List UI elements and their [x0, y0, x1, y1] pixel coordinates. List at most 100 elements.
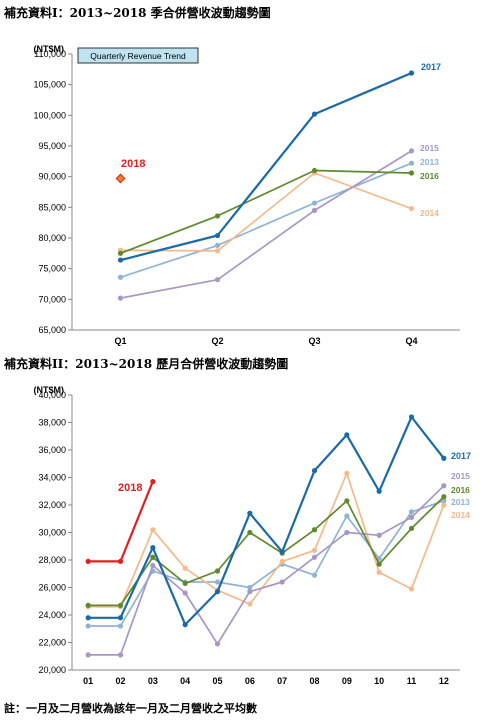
y-tick-label: 38,000: [38, 418, 66, 428]
data-point-2014: [247, 601, 253, 607]
series-2016: 2016: [117, 167, 439, 256]
series-2018: 2018: [85, 479, 156, 564]
data-point-2013: [85, 623, 91, 629]
data-point-2017: [117, 615, 124, 621]
data-point-2017: [408, 414, 415, 420]
data-point-2013: [408, 509, 415, 515]
data-point-2018: [115, 173, 126, 184]
x-tick-label: 02: [115, 676, 125, 686]
data-point-2013: [311, 200, 318, 206]
x-tick-label: 06: [245, 676, 255, 686]
data-point-2014: [441, 502, 447, 508]
data-point-2017: [408, 70, 415, 76]
data-point-2014: [214, 248, 221, 254]
data-point-2014: [376, 569, 382, 575]
y-tick-label: 26,000: [38, 583, 66, 593]
y-tick-label: 75,000: [38, 264, 66, 274]
data-point-2015: [279, 579, 285, 585]
x-tick-label: 11: [407, 676, 417, 686]
data-point-2013: [117, 623, 124, 629]
data-point-2017: [441, 455, 447, 461]
series-label-2015: 2015: [451, 471, 470, 481]
data-point-2016: [408, 170, 415, 176]
y-tick-label: 34,000: [38, 473, 66, 483]
data-point-2015: [214, 277, 221, 283]
x-tick-label: 03: [148, 676, 158, 686]
series-label-2018: 2018: [118, 482, 142, 494]
x-tick-label: 08: [309, 676, 319, 686]
y-tick-label: 32,000: [38, 500, 66, 510]
series-label-2014: 2014: [420, 208, 439, 218]
data-point-2015: [311, 207, 318, 213]
data-point-2017: [311, 111, 318, 117]
chart2-heading: 補充資料II：2013~2018 歷月合併營收波動趨勢圖: [4, 357, 289, 371]
series-2018: 2018: [115, 158, 145, 184]
y-tick-label: 22,000: [38, 638, 66, 648]
series-line-2016: [120, 169, 412, 255]
series-line-2016: [88, 496, 445, 607]
series-2016: 2016: [85, 485, 470, 608]
x-tick-label: Q1: [114, 336, 126, 346]
data-point-2014: [408, 205, 415, 212]
data-point-2017: [376, 488, 382, 494]
x-tick-label: Q4: [405, 336, 417, 346]
y-tick-label: 36,000: [38, 445, 66, 455]
data-point-2018: [117, 558, 124, 564]
y-tick-label: 40,000: [38, 390, 66, 400]
data-point-2015: [247, 589, 253, 595]
series-2014: 2014: [85, 470, 470, 610]
y-axis-label: (NT$M): [34, 44, 65, 54]
series-label-2018: 2018: [121, 158, 145, 170]
y-tick-label: 65,000: [38, 325, 66, 335]
chart-title: Quarterly Revenue Trend: [90, 51, 186, 61]
x-tick-label: 09: [342, 676, 352, 686]
series-2013: 2013: [117, 157, 439, 280]
series-label-2013: 2013: [451, 497, 470, 507]
y-tick-label: 80,000: [38, 233, 66, 243]
data-point-2016: [441, 494, 447, 500]
quarterly-revenue-chart: 65,000 70,000 75,000 80,000 85,000 90,000 95,0…: [33, 44, 460, 346]
data-point-2016: [85, 602, 91, 608]
y-tick-label: 70,000: [38, 294, 66, 304]
data-point-2016: [214, 568, 221, 574]
data-point-2018: [85, 558, 91, 564]
series-line-2015: [120, 150, 412, 299]
data-point-2014: [150, 527, 156, 533]
data-point-2015: [182, 590, 188, 596]
data-point-2015: [85, 652, 91, 658]
data-point-2015: [408, 148, 415, 154]
data-point-2015: [150, 562, 156, 569]
y-tick-label: 85,000: [38, 202, 66, 212]
data-point-2017: [247, 510, 253, 516]
data-point-2017: [279, 549, 285, 555]
series-label-2017: 2017: [421, 62, 441, 72]
data-point-2017: [117, 257, 124, 263]
series-label-2014: 2014: [451, 510, 470, 520]
data-point-2014: [344, 470, 350, 476]
data-point-2015: [117, 295, 124, 301]
data-point-2014: [408, 586, 415, 592]
data-point-2017: [311, 468, 318, 474]
series-label-2017: 2017: [451, 451, 471, 461]
data-point-2015: [441, 483, 447, 489]
x-tick-label: 04: [180, 676, 190, 686]
x-tick-label: Q2: [211, 336, 223, 346]
data-point-2015: [408, 514, 415, 520]
data-point-2017: [214, 589, 221, 595]
x-tick-label: 07: [277, 676, 287, 686]
y-tick-label: 100,000: [33, 110, 66, 120]
y-tick-label: 110,000: [34, 49, 66, 59]
data-point-2013: [408, 160, 415, 166]
data-point-2015: [117, 652, 124, 658]
series-2015: 2015: [85, 471, 470, 658]
data-point-2016: [117, 250, 124, 256]
series-label-2016: 2016: [451, 485, 470, 495]
chart-title-bg: [77, 47, 199, 64]
x-tick-label: 05: [212, 676, 222, 686]
y-tick-label: 105,000: [33, 80, 66, 90]
series-2017: 2017: [117, 62, 441, 263]
y-axis-label: (NT$M): [34, 385, 65, 395]
data-point-2015: [214, 641, 221, 647]
data-point-2013: [311, 572, 318, 578]
series-label-2016: 2016: [420, 171, 439, 181]
